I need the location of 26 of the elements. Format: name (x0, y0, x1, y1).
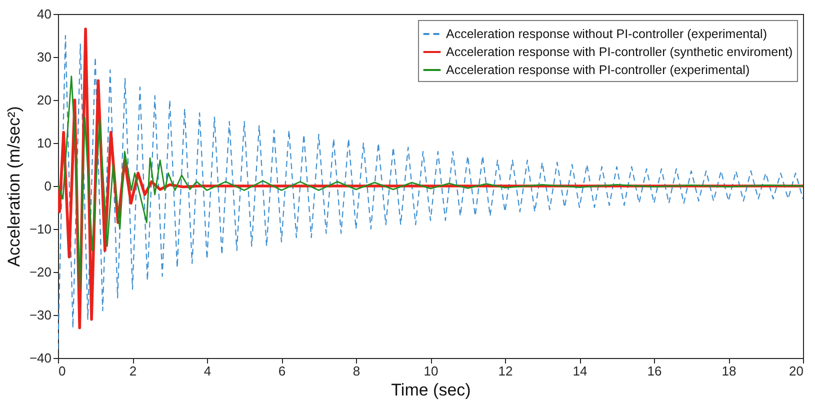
x-axis-title: Time (sec) (391, 380, 471, 400)
y-tick-label: −30 (29, 308, 52, 322)
x-tick-label: 12 (498, 364, 513, 378)
x-tick-label: 18 (722, 364, 736, 378)
x-tick-label: 4 (204, 364, 212, 378)
y-tick-label: −20 (29, 264, 52, 280)
line-series (58, 76, 803, 290)
x-tick-label: 16 (647, 364, 662, 378)
y-tick-label: 40 (37, 6, 52, 22)
legend-label: Acceleration response with PI-controller (experimental) (446, 63, 750, 77)
legend-label: Acceleration response with PI-controller (synthetic enviroment) (446, 45, 793, 59)
y-tick-label: 30 (37, 50, 52, 64)
x-tick-label: 6 (278, 364, 286, 378)
y-tick-label: −10 (29, 222, 52, 236)
legend-label: Acceleration response without PI-controller (experimental) (446, 27, 767, 41)
x-tick-label: 8 (352, 364, 360, 378)
y-tick-label: −40 (29, 350, 52, 366)
y-tick-label: 20 (37, 92, 52, 108)
x-tick-label: 0 (58, 364, 66, 378)
x-tick-label: 10 (424, 364, 438, 378)
x-tick-label: 20 (789, 364, 804, 378)
y-tick-label: 0 (44, 178, 52, 194)
x-tick-label: 2 (129, 364, 137, 378)
x-tick-label: 14 (572, 364, 588, 378)
y-axis-title: Acceleration (m/sec²) (4, 106, 24, 267)
y-tick-label: 10 (37, 136, 52, 150)
